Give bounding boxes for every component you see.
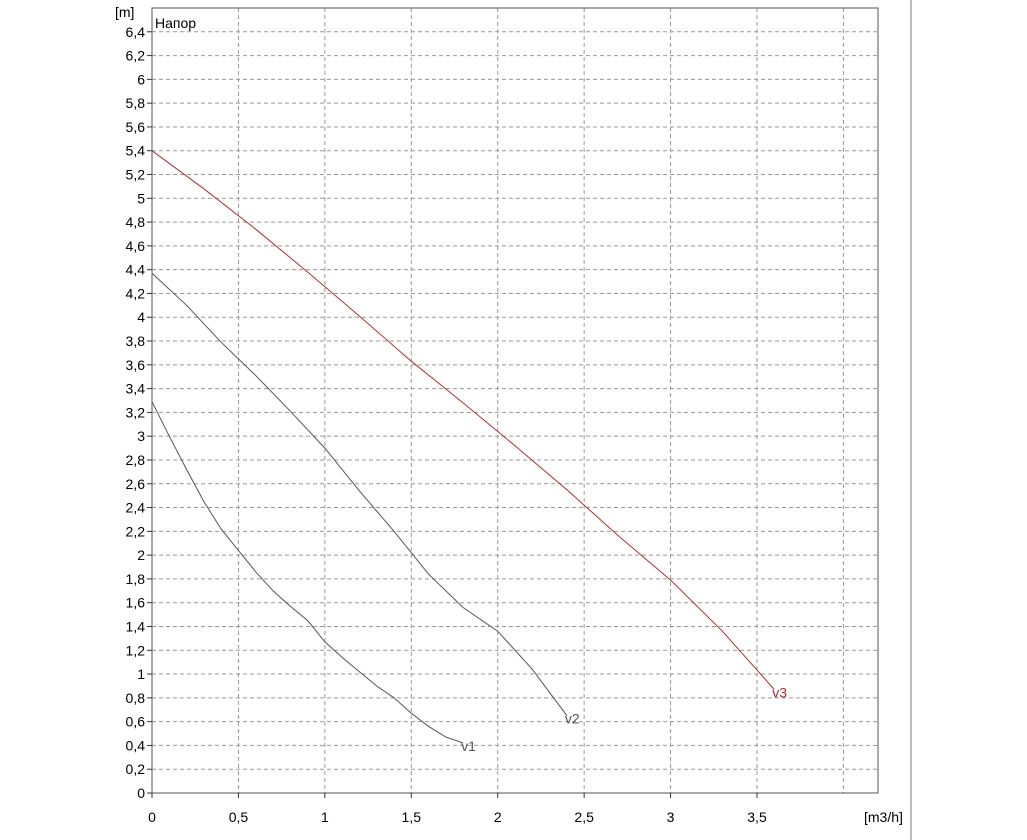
y-tick-label: 4,8 — [126, 214, 146, 230]
y-tick-label: 3,4 — [126, 381, 146, 397]
y-tick-label: 5,4 — [126, 143, 146, 159]
y-tick-label: 2 — [137, 547, 145, 563]
y-tick-label: 0,4 — [126, 737, 146, 753]
y-tick-label: 5,8 — [126, 95, 146, 111]
y-tick-label: 0,8 — [126, 690, 146, 706]
y-tick-label: 1,4 — [126, 618, 146, 634]
y-tick-label: 5 — [137, 190, 145, 206]
x-tick-label: 0,5 — [229, 809, 249, 825]
y-tick-label: 3,6 — [126, 357, 146, 373]
y-tick-label: 3,2 — [126, 404, 146, 420]
series-line-v1 — [151, 401, 464, 744]
y-tick-label: 4,2 — [126, 285, 146, 301]
grid-lines — [152, 8, 878, 793]
y-tick-label: 3 — [137, 428, 145, 444]
y-tick-label: 4,4 — [126, 262, 146, 278]
x-tick-label: 1 — [321, 809, 329, 825]
chart-title: Напор — [155, 15, 196, 31]
series-label-v2: v2 — [565, 711, 580, 727]
y-tick-label: 2,8 — [126, 452, 146, 468]
y-tick-label: 1,2 — [126, 642, 146, 658]
series-label-v3: v3 — [772, 685, 787, 701]
y-tick-label: 0,2 — [126, 761, 146, 777]
y-tick-label: 6,4 — [126, 24, 146, 40]
series-lines: v1 v2 v3 — [151, 150, 787, 754]
y-tick-label: 4,6 — [126, 238, 146, 254]
axis-ticks: 0 0,5 1 1,5 2 2,5 3 3,5 0 0,2 0,4 0,6 0,8 1 1,2 1,4 1,6 1… — [126, 24, 767, 825]
plot-area — [152, 8, 878, 793]
y-tick-label: 0 — [137, 785, 145, 801]
y-tick-label: 0,6 — [126, 714, 146, 730]
y-tick-label: 1,6 — [126, 595, 146, 611]
y-tick-label: 6,2 — [126, 48, 146, 64]
x-tick-label: 1,5 — [402, 809, 422, 825]
y-tick-label: 2,6 — [126, 476, 146, 492]
y-tick-label: 5,6 — [126, 119, 146, 135]
y-tick-label: 3,8 — [126, 333, 146, 349]
y-axis-label: [m] — [115, 4, 134, 20]
y-tick-label: 2,2 — [126, 523, 146, 539]
y-tick-label: 1,8 — [126, 571, 146, 587]
y-tick-label: 5,2 — [126, 167, 146, 183]
series-label-v1: v1 — [461, 738, 476, 754]
y-tick-label: 2,4 — [126, 500, 146, 516]
plot-border — [151, 7, 879, 794]
x-tick-label: 2,5 — [574, 809, 594, 825]
x-tick-label: 2 — [494, 809, 502, 825]
x-tick-label: 3 — [667, 809, 675, 825]
y-tick-label: 1 — [137, 666, 145, 682]
x-tick-label: 3,5 — [747, 809, 767, 825]
series-line-v3 — [151, 150, 775, 690]
x-axis-label: [m3/h] — [864, 809, 903, 825]
x-tick-label: 0 — [148, 809, 156, 825]
y-tick-label: 4 — [137, 309, 145, 325]
y-tick-label: 6 — [137, 71, 145, 87]
series-line-v2 — [151, 272, 568, 716]
